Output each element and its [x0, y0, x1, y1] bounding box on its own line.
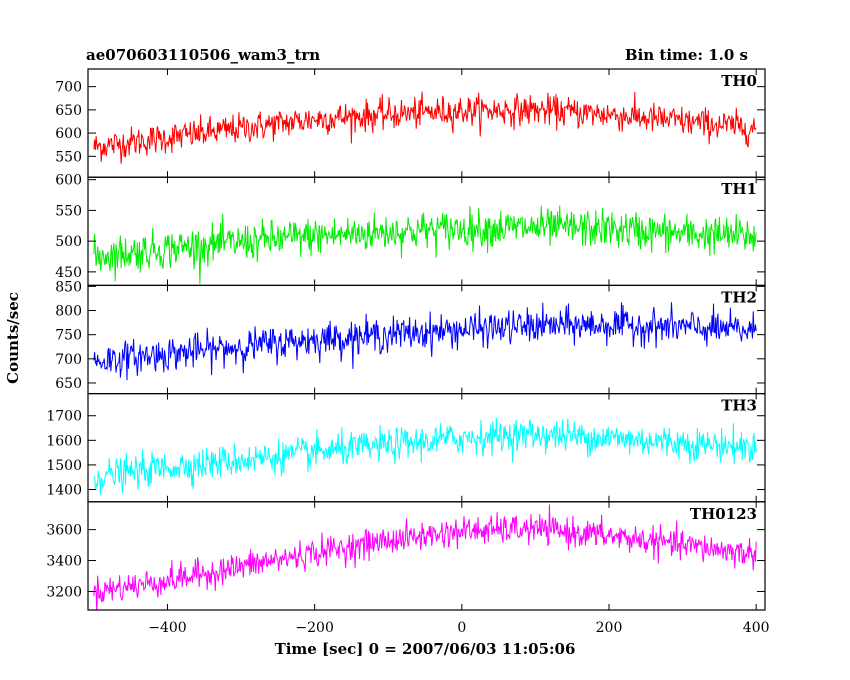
- panel-frame: [87, 501, 766, 611]
- y-tick-label: 450: [55, 265, 82, 281]
- y-axis-label: Counts/sec: [4, 292, 22, 384]
- series-line-th2: [93, 302, 757, 381]
- y-tick-label: 550: [55, 203, 82, 219]
- y-tick-label: 750: [55, 328, 82, 344]
- chart-title: ae070603110506_wam3_trn: [86, 46, 320, 64]
- y-tick-label: 650: [55, 103, 82, 119]
- x-tick-label: 200: [596, 620, 623, 636]
- panel-label-th1: TH1: [721, 180, 757, 198]
- y-tick-label: 1500: [46, 458, 82, 474]
- series-line-th0123: [93, 504, 757, 610]
- y-tick-label: 1600: [46, 433, 82, 449]
- y-tick-label: 700: [55, 352, 82, 368]
- series-line-th3: [93, 417, 757, 495]
- series-line-th1: [93, 205, 757, 284]
- y-tick-label: 600: [55, 173, 82, 189]
- y-tick-label: 3600: [46, 523, 82, 539]
- y-tick-label: 1400: [46, 483, 82, 499]
- y-tick-label: 3400: [46, 554, 82, 570]
- y-tick-label: 1700: [46, 409, 82, 425]
- bin-time-label: Bin time: 1.0 s: [625, 46, 748, 64]
- panel-th1: 450 500 550 600 TH1: [55, 173, 766, 286]
- series-line-th0: [93, 91, 757, 164]
- x-tick-label: −200: [295, 620, 333, 636]
- y-tick-label: 800: [55, 304, 82, 320]
- x-tick-label: 0: [457, 620, 466, 636]
- panel-label-th2: TH2: [721, 288, 757, 306]
- y-tick-label: 600: [55, 126, 82, 142]
- panel-label-th0: TH0: [721, 72, 757, 90]
- panel-th3: 1400 1500 1600 1700 TH3: [46, 393, 766, 503]
- y-tick-label: 650: [55, 376, 82, 392]
- y-tick-label: 500: [55, 234, 82, 250]
- x-tick-label: 400: [743, 620, 770, 636]
- x-axis-label: Time [sec] 0 = 2007/06/03 11:05:06: [275, 640, 576, 658]
- panel-frame: [87, 393, 766, 503]
- x-tick-label: −400: [148, 620, 186, 636]
- panel-th2: 650 700 750 800 850 TH2: [55, 279, 766, 395]
- y-tick-label: 3200: [46, 584, 82, 600]
- panel-label-th0123: TH0123: [690, 505, 757, 523]
- panel-th0123: 3200 3400 3600 TH0123: [46, 501, 766, 611]
- y-tick-label: 700: [55, 80, 82, 96]
- x-axis: −400 −200 0 200 400: [148, 620, 769, 636]
- panel-th0: 550 600 650 700 TH0: [55, 68, 766, 178]
- panel-label-th3: TH3: [721, 397, 757, 415]
- y-tick-label: 850: [55, 279, 82, 295]
- y-tick-label: 550: [55, 149, 82, 165]
- panels-group: 550 600 650 700 TH0 450 500 550 600 TH1 650 700 750 8…: [46, 68, 766, 611]
